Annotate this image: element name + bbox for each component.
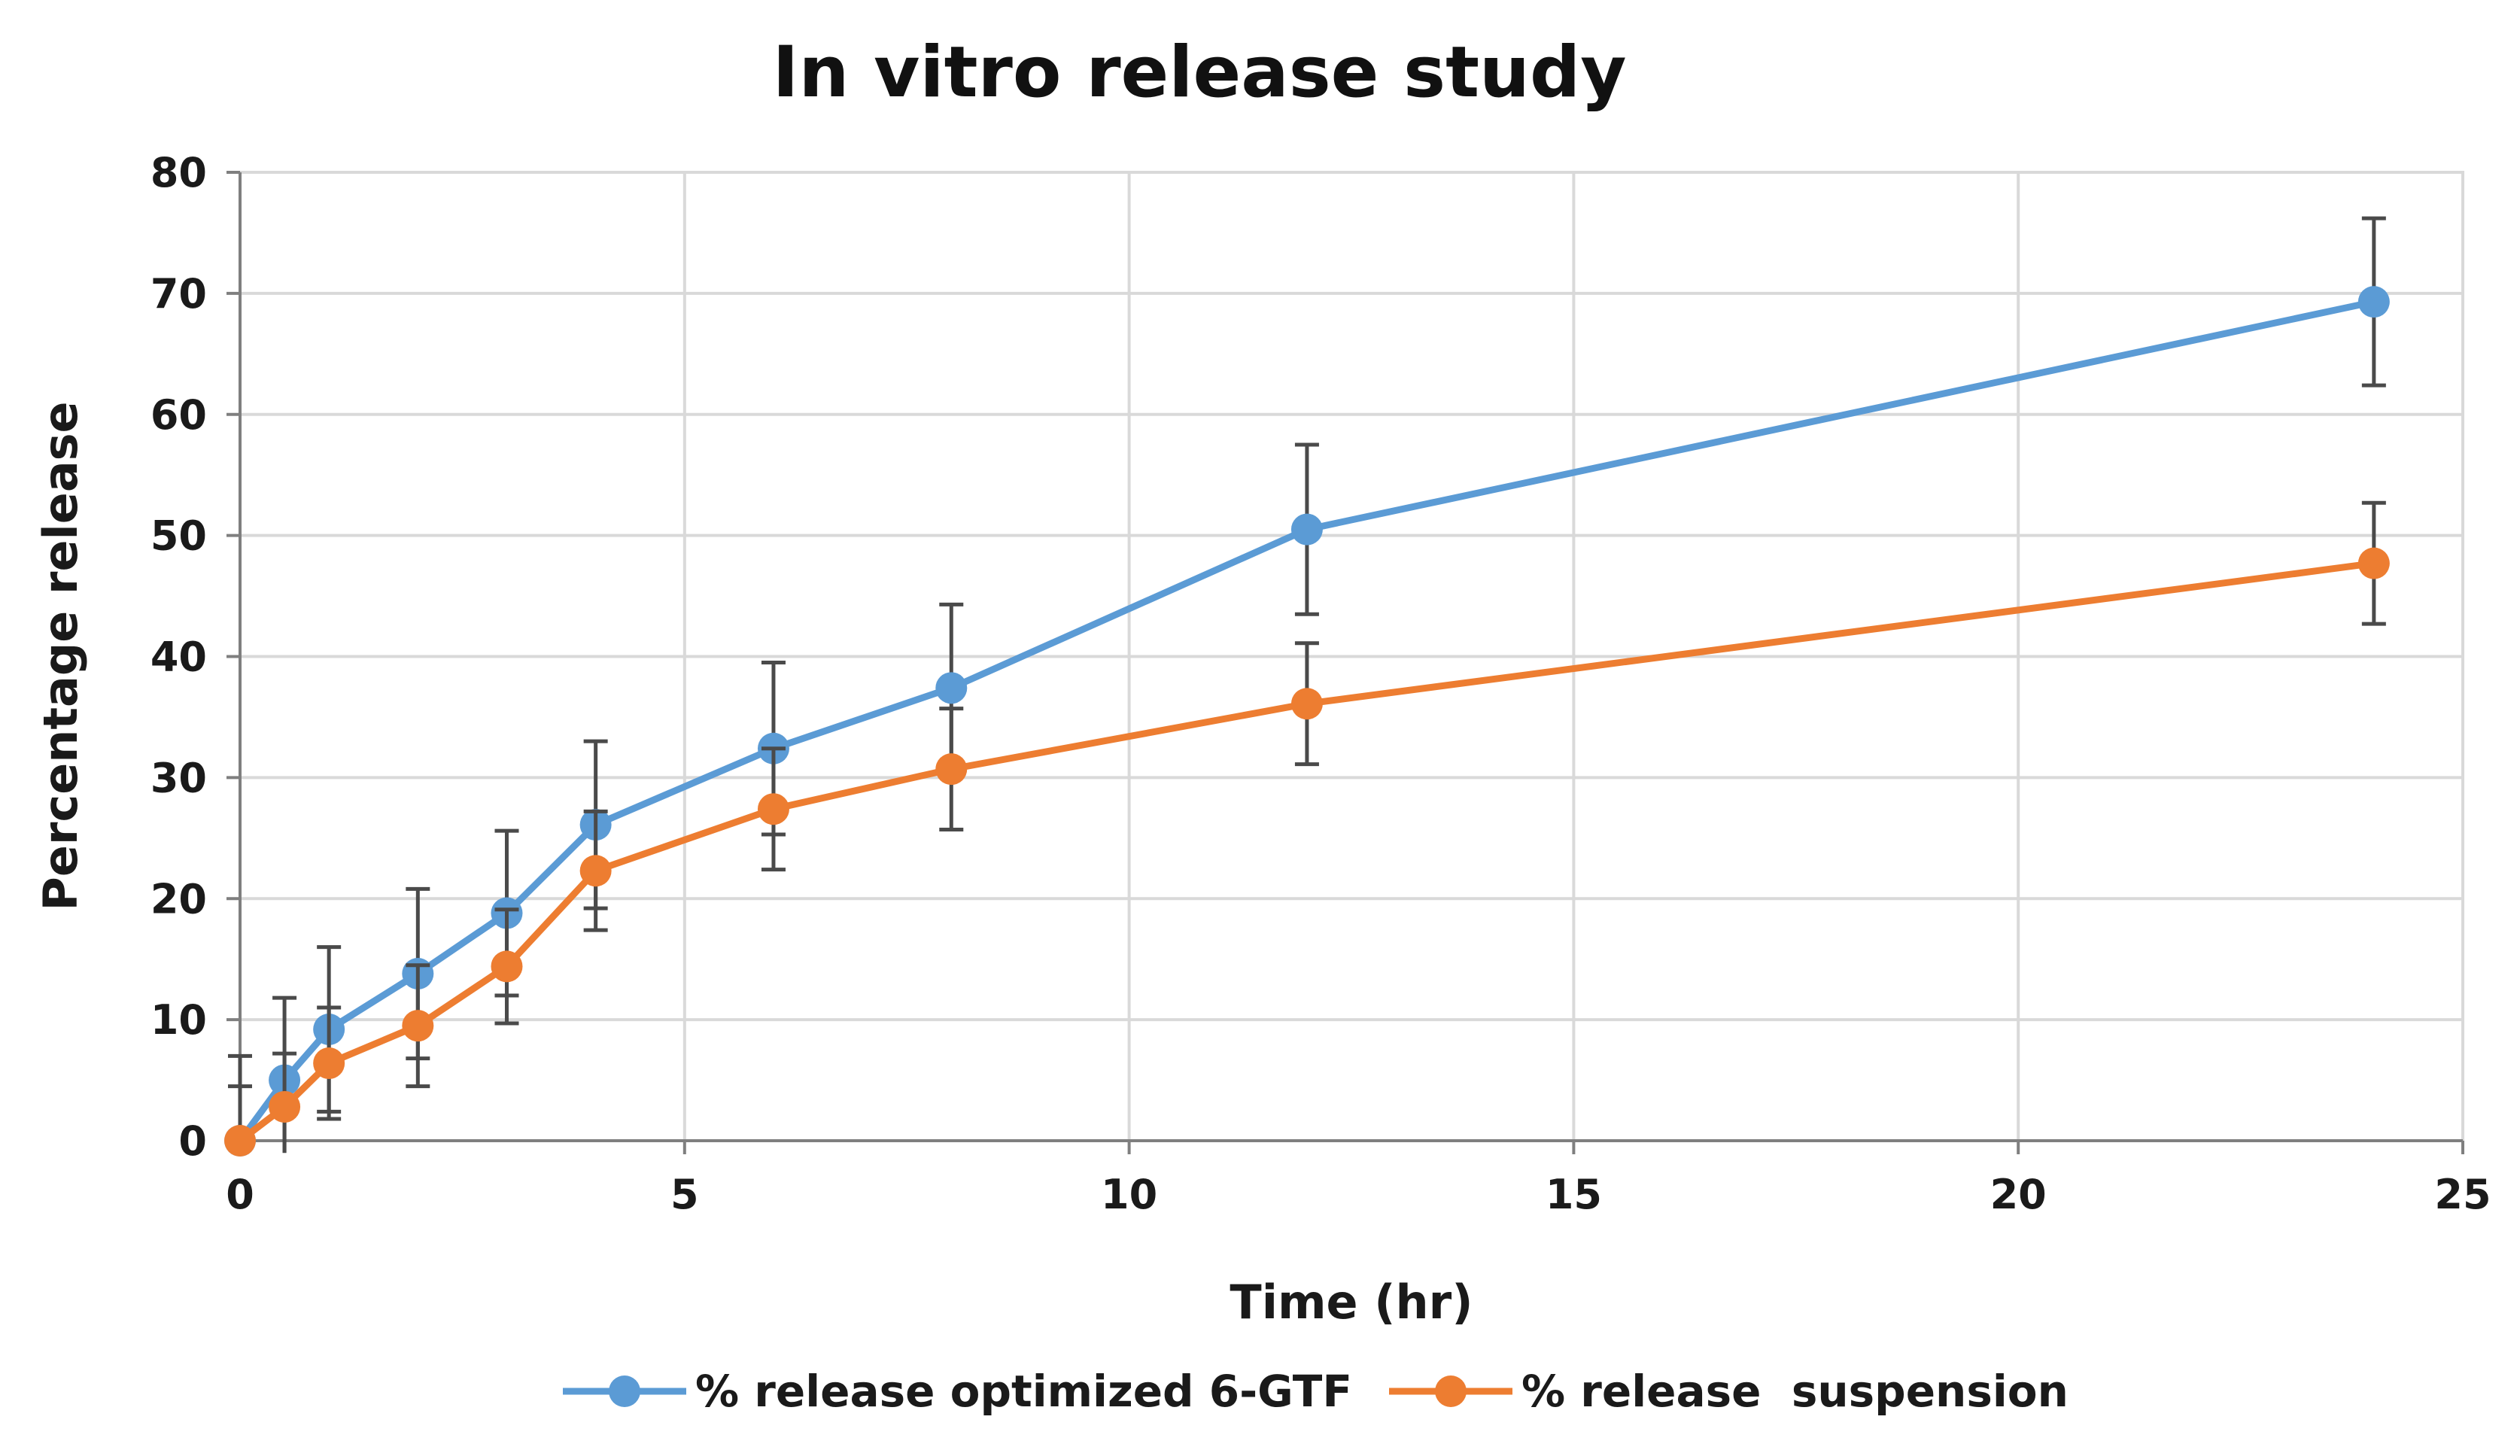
x-tick-label: 0 <box>226 1171 254 1218</box>
data-point <box>1290 513 1323 546</box>
data-point <box>2357 547 2390 579</box>
y-tick-label: 20 <box>150 875 207 923</box>
series-1 <box>224 500 2390 1157</box>
x-tick-label: 5 <box>670 1171 699 1218</box>
series-line <box>237 298 2375 1143</box>
legend-item-suspension: % release suspension <box>1389 1366 2069 1417</box>
series-line <box>238 560 2375 1144</box>
legend-marker-optimized <box>609 1375 640 1407</box>
y-tick-label: 60 <box>150 391 207 439</box>
data-point <box>313 1047 345 1080</box>
y-tick-label: 80 <box>150 149 207 196</box>
legend-item-optimized: % release optimized 6-GTF <box>563 1366 1352 1417</box>
legend-label-suspension: % release suspension <box>1521 1366 2069 1417</box>
x-axis-label: Time (hr) <box>1230 1275 1473 1330</box>
data-point <box>935 672 968 704</box>
x-tick-label: 20 <box>1990 1171 2047 1218</box>
axes <box>226 171 2464 1154</box>
data-series <box>224 216 2390 1157</box>
legend: % release optimized 6-GTF % release susp… <box>563 1366 2069 1417</box>
legend-marker-suspension <box>1435 1375 1467 1407</box>
chart-title: In vitro release study <box>772 32 1626 114</box>
data-point <box>491 950 523 983</box>
data-point <box>269 1090 301 1123</box>
y-axis-label: Percentage release <box>33 401 88 910</box>
x-tick-label: 15 <box>1546 1171 1602 1218</box>
tick-labels: 0 10 20 30 40 50 60 70 80 0 5 10 15 20 25 <box>150 149 2491 1218</box>
x-tick-label: 10 <box>1101 1171 1157 1218</box>
data-point <box>757 793 789 825</box>
y-tick-label: 30 <box>150 754 207 801</box>
y-tick-label: 10 <box>150 996 207 1044</box>
y-tick-label: 0 <box>178 1117 207 1165</box>
y-tick-label: 70 <box>150 270 207 318</box>
data-point <box>935 753 968 786</box>
data-point <box>402 1010 434 1042</box>
data-point <box>1290 688 1323 720</box>
y-tick-label: 40 <box>150 634 207 681</box>
data-point <box>224 1125 256 1157</box>
data-point <box>2357 286 2390 318</box>
gridlines <box>240 171 2463 1141</box>
data-point <box>579 855 612 887</box>
x-tick-label: 25 <box>2434 1171 2491 1218</box>
y-tick-label: 50 <box>150 512 207 560</box>
legend-label-optimized: % release optimized 6-GTF <box>695 1366 1352 1417</box>
